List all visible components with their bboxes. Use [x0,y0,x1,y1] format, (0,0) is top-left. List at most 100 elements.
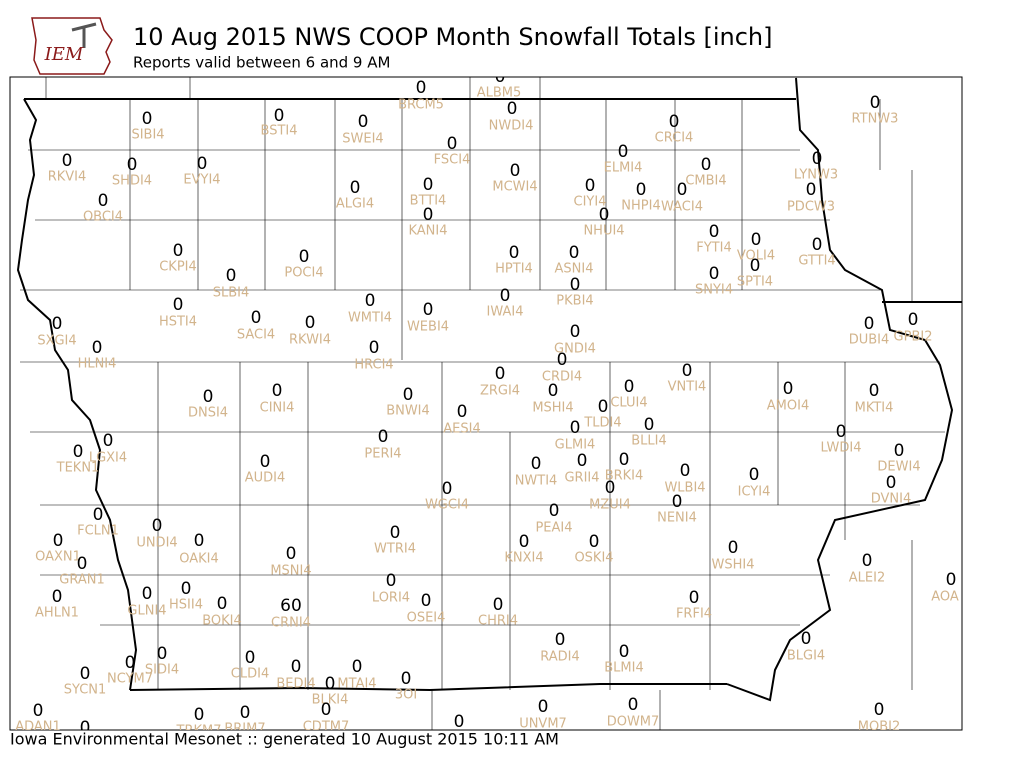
station-value: 0 [181,579,192,599]
station-value: 0 [350,178,361,198]
station-value: 0 [669,112,680,132]
station-value: 0 [203,387,214,407]
station-label: CKPI4 [159,260,197,275]
station-label: AOA [931,590,959,605]
station-label: RKVI4 [48,170,87,185]
station-label: SHDI4 [112,174,152,189]
station-value: 0 [251,308,262,328]
station-value: 0 [680,461,691,481]
station-value: 0 [240,703,251,723]
station-value: 0 [62,151,73,171]
station-value: 0 [555,630,566,650]
station-value: 0 [217,594,228,614]
station-label: NENI4 [657,511,697,526]
station-value: 0 [812,149,823,169]
station-label: TEKN1 [56,461,100,476]
station-value: 0 [423,300,434,320]
station-label: IWAI4 [487,305,524,320]
station-value: 0 [378,427,389,447]
station-label: CHRI4 [478,614,518,629]
station-label: AUDI4 [245,471,286,486]
station-value: 0 [495,67,506,87]
station-value: 0 [870,93,881,113]
station-label: 3OI [395,688,417,703]
station-value: 0 [365,291,376,311]
station-label: ZRGI4 [480,384,520,399]
station-label: HSTI4 [159,315,197,330]
map-frame [9,76,963,731]
station-value: 0 [864,314,875,334]
station-value: 0 [77,554,88,574]
station-label: WGCI4 [425,498,469,513]
station-value: 0 [619,450,630,470]
station-value: 0 [401,669,412,689]
station-label: WTRI4 [374,542,416,557]
station-value: 0 [274,106,285,126]
station-value: 0 [709,264,720,284]
station-label: MSHI4 [532,401,573,416]
station-value: 0 [493,595,504,615]
logo-text: IEM [44,44,84,65]
station-value: 0 [260,452,271,472]
station-value: 0 [908,310,919,330]
station-label: FSCI4 [434,153,471,168]
station-value: 0 [636,180,647,200]
station-value: 0 [352,657,363,677]
station-label: KANI4 [408,224,447,239]
station-label: CMBI4 [685,174,726,189]
station-label: BLMI4 [604,661,643,676]
station-label: BRIM7 [224,722,265,737]
station-label: LORI4 [372,591,410,606]
station-label: FCLN1 [77,524,119,539]
station-label: PERI4 [364,447,401,462]
station-value: 0 [52,314,63,334]
station-value: 0 [286,544,297,564]
station-label: AHLN1 [35,606,79,621]
station-label: MCWI4 [492,180,537,195]
station-label: AESI4 [443,422,480,437]
station-value: 0 [751,230,762,250]
station-label: HPTI4 [495,262,533,277]
station-label: WMTI4 [348,311,392,326]
station-value: 0 [152,516,163,536]
station-label: BRCM5 [398,98,444,113]
station-value: 0 [92,338,103,358]
station-value: 0 [570,275,581,295]
station-value: 0 [577,451,588,471]
station-label: CIYI4 [574,195,607,210]
station-value: 60 [280,596,302,616]
station-value: 0 [299,247,310,267]
title: 10 Aug 2015 NWS COOP Month Snowfall Tota… [133,23,772,51]
station-label: SNYI4 [695,283,733,298]
station-value: 0 [321,700,332,720]
station-value: 0 [173,295,184,315]
station-value: 0 [142,584,153,604]
station-label: OSEI4 [407,611,446,626]
station-value: 0 [599,205,610,225]
station-value: 0 [390,523,401,543]
station-value: 0 [103,431,114,451]
station-label: PDCW3 [787,200,835,215]
station-value: 0 [226,266,237,286]
station-value: 0 [423,205,434,225]
station-label: EVYI4 [183,173,220,188]
station-value: 0 [689,588,700,608]
station-label: AMOI4 [767,399,809,414]
station-value: 0 [749,465,760,485]
station-label: BRKI4 [605,469,644,484]
station-label: GRAN1 [59,573,104,588]
station-label: BTTI4 [410,194,447,209]
station-label: KNXI4 [504,551,543,566]
station-label: TRKM7 [176,724,222,739]
station-label: MOBI2 [858,720,900,735]
station-value: 0 [500,286,511,306]
station-value: 0 [325,674,336,694]
station-value: 0 [783,379,794,399]
station-value: 0 [127,155,138,175]
station-value: 0 [423,175,434,195]
station-value: 0 [305,313,316,333]
station-value: 0 [33,701,44,721]
station-label: GRII4 [564,471,599,486]
station-label: GLMI4 [555,438,596,453]
